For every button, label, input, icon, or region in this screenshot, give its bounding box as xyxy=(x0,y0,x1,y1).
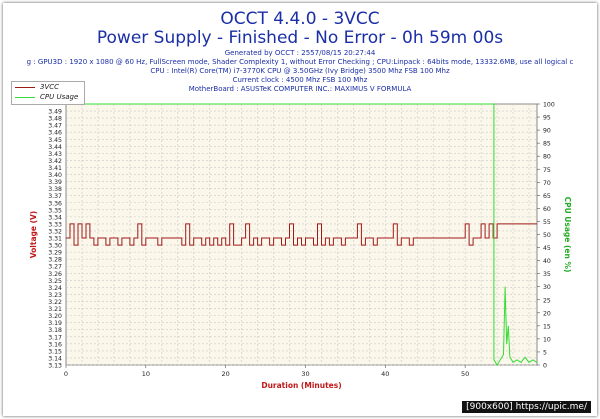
y2-tick-label: 80 xyxy=(543,154,551,161)
y-tick-label: 3.48 xyxy=(48,116,62,123)
y2-tick-label: 75 xyxy=(543,167,551,174)
y-tick-label: 3.25 xyxy=(48,278,62,285)
series-line-cpu-usage xyxy=(66,103,538,366)
y2-tick-label: 50 xyxy=(543,232,551,239)
watermark: [900x600] https://upic.me/ xyxy=(462,401,591,413)
y-tick-label: 3.30 xyxy=(48,243,62,250)
y2-tick-label: 35 xyxy=(543,271,551,278)
legend-item-3vcc: 3VCC xyxy=(12,83,84,93)
y2-tick-label: 95 xyxy=(543,115,551,122)
legend-label-3vcc: 3VCC xyxy=(40,83,60,91)
y-tick-label: 3.42 xyxy=(48,158,62,165)
x-tick-label: 40 xyxy=(381,370,389,378)
test-config-info: g : GPU3D : 1920 x 1080 @ 60 Hz, FullScr… xyxy=(26,58,574,66)
y-tick-label: 3.29 xyxy=(48,250,62,257)
clock-info: Current clock : 4500 Mhz FSB 100 Mhz xyxy=(232,76,368,84)
legend-label-cpu-usage: CPU Usage xyxy=(40,93,79,101)
y2-tick-label: 85 xyxy=(543,141,551,148)
legend-item-cpu-usage: CPU Usage xyxy=(12,93,84,103)
y-tick-label: 3.49 xyxy=(48,109,62,116)
legend-swatch-3vcc xyxy=(15,87,35,88)
y-tick-label: 3.31 xyxy=(48,236,62,243)
y2-axis-label: CPU Usage (en %) xyxy=(563,197,572,273)
y-tick-label: 3.21 xyxy=(48,306,62,313)
y-tick-label: 3.23 xyxy=(48,292,62,299)
chart-subtitle: Power Supply - Finished - No Error - 0h … xyxy=(96,28,504,48)
y2-tick-label: 45 xyxy=(543,245,551,252)
series-line-3vcc xyxy=(66,223,537,246)
y-tick-label: 3.27 xyxy=(48,264,62,271)
plot-area xyxy=(65,103,538,366)
legend-swatch-cpu-usage xyxy=(15,97,35,98)
chart-window: OCCT 4.4.0 - 3VCC Power Supply - Finishe… xyxy=(3,3,597,416)
y2-tick-label: 55 xyxy=(543,219,551,226)
y-tick-label: 3.39 xyxy=(48,179,62,186)
y-tick-label: 3.41 xyxy=(48,165,62,172)
x-tick-label: 0 xyxy=(64,370,68,378)
y2-tick-label: 25 xyxy=(543,297,551,304)
motherboard-info: MotherBoard : ASUSTeK COMPUTER INC.: MAX… xyxy=(188,85,412,93)
generated-info: Generated by OCCT : 2557/08/15 20:27:44 xyxy=(224,49,376,57)
y2-tick-label: 90 xyxy=(543,128,551,135)
chart-svg: 3.133.143.153.163.173.183.193.203.213.22… xyxy=(29,102,572,391)
y-tick-label: 3.37 xyxy=(48,193,62,200)
x-tick-label: 50 xyxy=(461,370,469,378)
y-tick-label: 3.15 xyxy=(48,348,62,355)
y2-tick-label: 20 xyxy=(543,310,551,317)
chart-title: OCCT 4.4.0 - 3VCC xyxy=(220,9,380,29)
y-tick-label: 3.45 xyxy=(48,137,62,144)
y-tick-label: 3.26 xyxy=(48,271,62,278)
y-tick-label: 3.14 xyxy=(48,355,62,362)
x-tick-label: 10 xyxy=(142,370,150,378)
y2-tick-label: 5 xyxy=(543,349,547,356)
y2-tick-label: 0 xyxy=(543,363,547,370)
y-tick-label: 3.38 xyxy=(48,186,62,193)
y-tick-label: 3.43 xyxy=(48,151,62,158)
y-tick-label: 3.32 xyxy=(48,228,62,235)
y-tick-label: 3.16 xyxy=(48,341,62,348)
y-tick-label: 3.13 xyxy=(48,363,62,370)
y2-tick-label: 15 xyxy=(543,323,551,330)
y2-tick-label: 60 xyxy=(543,206,551,213)
y-tick-label: 3.28 xyxy=(48,257,62,264)
y-tick-label: 3.36 xyxy=(48,200,62,207)
y2-tick-label: 10 xyxy=(543,336,551,343)
y-tick-label: 3.20 xyxy=(48,313,62,320)
y-axis-label: Voltage (V) xyxy=(29,211,38,259)
y2-tick-label: 65 xyxy=(543,193,551,200)
y-tick-label: 3.40 xyxy=(48,172,62,179)
y2-tick-label: 40 xyxy=(543,258,551,265)
y-tick-label: 3.19 xyxy=(48,320,62,327)
y-tick-label: 3.35 xyxy=(48,207,62,214)
y-tick-label: 3.24 xyxy=(48,285,62,292)
cpu-info: CPU : Intel(R) Core(TM) i7-3770K CPU @ 3… xyxy=(150,67,450,75)
y-tick-label: 3.44 xyxy=(48,144,62,151)
y-tick-label: 3.34 xyxy=(48,214,62,221)
y2-tick-label: 70 xyxy=(543,180,551,187)
chart-legend: 3VCC CPU Usage xyxy=(11,81,85,105)
x-axis-label: Duration (Minutes) xyxy=(261,381,341,390)
y2-tick-label: 30 xyxy=(543,284,551,291)
y-tick-label: 3.33 xyxy=(48,221,62,228)
x-tick-label: 20 xyxy=(222,370,230,378)
y-tick-label: 3.18 xyxy=(48,327,62,334)
y-tick-label: 3.22 xyxy=(48,299,62,306)
y2-tick-label: 100 xyxy=(543,102,555,109)
y-tick-label: 3.46 xyxy=(48,130,62,137)
y-tick-label: 3.17 xyxy=(48,334,62,341)
x-tick-label: 30 xyxy=(301,370,309,378)
y-tick-label: 3.47 xyxy=(48,123,62,130)
